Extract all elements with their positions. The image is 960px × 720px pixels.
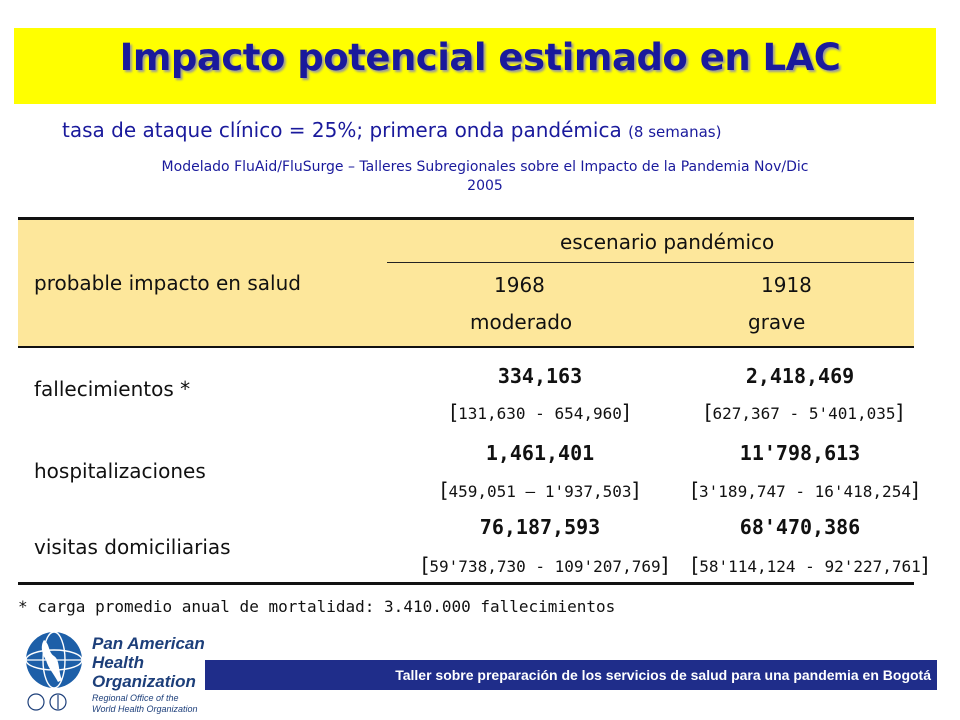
row-label-deaths: fallecimientos * [34,377,191,401]
group-header-label: escenario pandémico [560,230,775,254]
subtitle-main: tasa de ataque clínico = 25%; primera on… [62,118,622,142]
source-line-1: Modelado FluAid/FluSurge – Talleres Subr… [161,159,809,175]
header-sub-rule [387,262,914,263]
table-bottom-rule [18,582,914,585]
range-deaths-1918: [627,367 - 5'401,035] [704,400,904,424]
range-hosp-1968: [459,051 – 1'937,503] [440,478,640,502]
title-band [14,28,936,104]
logo-line-3: Organization [92,672,196,691]
row-header-label: probable impacto en salud [34,271,301,295]
logo-sub-1: Regional Office of the [92,693,179,703]
range-hosp-1918: [3'189,747 - 16'418,254] [691,478,919,502]
footer-bar: Taller sobre preparación de los servicio… [205,660,937,690]
value-deaths-1918: 2,418,469 [745,364,855,388]
col-1918-severity: grave [748,310,806,334]
table-top-rule [18,217,914,220]
subtitle-small: (8 semanas) [628,123,722,141]
small-seals-icon [27,693,67,711]
col-1968-severity: moderado [470,310,573,334]
source-note: Modelado FluAid/FluSurge – Talleres Subr… [30,158,940,196]
logo-subtitle: Regional Office of the World Health Orga… [92,693,198,715]
col-1918-year: 1918 [761,273,812,297]
range-visits-1968: [59'738,730 - 109'207,769] [421,553,669,577]
source-line-2: 2005 [467,178,503,194]
logo-name: Pan American Health Organization [92,634,205,691]
range-visits-1918: [58'114,124 - 92'227,761] [691,553,929,577]
row-label-home-visits: visitas domiciliarias [34,535,231,559]
value-hosp-1968: 1,461,401 [485,441,595,465]
row-label-hospitalizations: hospitalizaciones [34,459,206,483]
value-hosp-1918: 11'798,613 [739,441,861,465]
logo-line-2: Health [92,653,144,672]
value-visits-1918: 68'470,386 [739,515,861,539]
range-deaths-1968: [131,630 - 654,960] [450,400,630,424]
col-1968-year: 1968 [494,273,545,297]
paho-logo [25,631,83,711]
logo-sub-2: World Health Organization [92,704,198,714]
table-header-fill [18,219,914,346]
subtitle: tasa de ataque clínico = 25%; primera on… [62,118,721,142]
globe-icon [25,631,83,689]
footnote: * carga promedio anual de mortalidad: 3.… [18,597,616,616]
table-header-rule [18,346,914,348]
slide-title: Impacto potencial estimado en LAC [119,36,841,79]
value-visits-1968: 76,187,593 [479,515,601,539]
value-deaths-1968: 334,163 [497,364,583,388]
logo-line-1: Pan American [92,634,205,653]
